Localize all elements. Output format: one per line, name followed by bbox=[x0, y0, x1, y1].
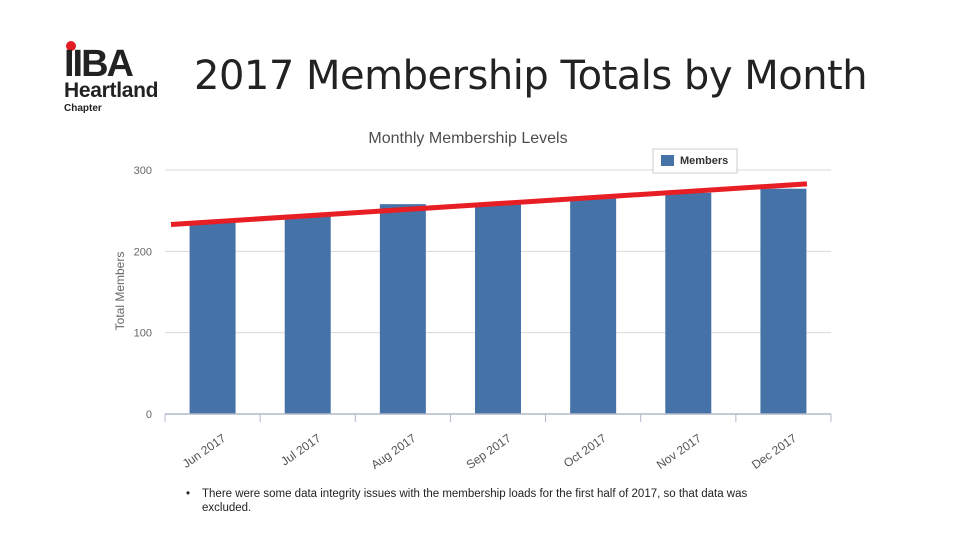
bar[interactable] bbox=[284, 214, 331, 414]
y-axis-label: Total Members bbox=[113, 252, 127, 331]
y-tick-label: 0 bbox=[146, 409, 152, 421]
y-tick-label: 300 bbox=[134, 165, 152, 177]
bar[interactable] bbox=[570, 198, 617, 414]
x-tick-label: Aug 2017 bbox=[368, 431, 418, 472]
y-tick-label: 200 bbox=[134, 246, 152, 258]
y-tick-label: 100 bbox=[134, 328, 152, 340]
bullet: • bbox=[186, 488, 191, 500]
footnote: • There were some data integrity issues … bbox=[186, 487, 776, 515]
logo-subtitle: Chapter bbox=[64, 103, 102, 114]
x-tick-label: Oct 2017 bbox=[561, 431, 609, 471]
legend-label: Members bbox=[680, 155, 728, 167]
x-tick-label: Nov 2017 bbox=[654, 431, 704, 472]
slide-title: 2017 Membership Totals by Month bbox=[194, 53, 868, 99]
bar[interactable] bbox=[475, 203, 521, 414]
iiba-logo-mark: IIBA bbox=[64, 41, 136, 80]
chart-legend[interactable]: Members bbox=[652, 148, 738, 174]
trend-line bbox=[170, 181, 808, 227]
bar[interactable] bbox=[379, 204, 426, 414]
iiba-heartland-logo: IIBA Heartland Chapter bbox=[62, 40, 177, 115]
x-tick-label: Jun 2017 bbox=[180, 431, 229, 471]
x-tick-label: Jul 2017 bbox=[278, 431, 323, 469]
bar[interactable] bbox=[189, 222, 236, 414]
logo-wordmark: IIBA bbox=[64, 43, 134, 80]
legend-swatch bbox=[661, 155, 674, 166]
x-tick-label: Sep 2017 bbox=[464, 431, 514, 472]
footnote-text: There were some data integrity issues wi… bbox=[202, 488, 748, 514]
x-tick-label: Dec 2017 bbox=[749, 431, 799, 472]
logo-name: Heartland bbox=[64, 79, 159, 102]
bar[interactable] bbox=[665, 192, 712, 414]
bar[interactable] bbox=[760, 188, 807, 414]
chart-title: Monthly Membership Levels bbox=[368, 130, 567, 147]
